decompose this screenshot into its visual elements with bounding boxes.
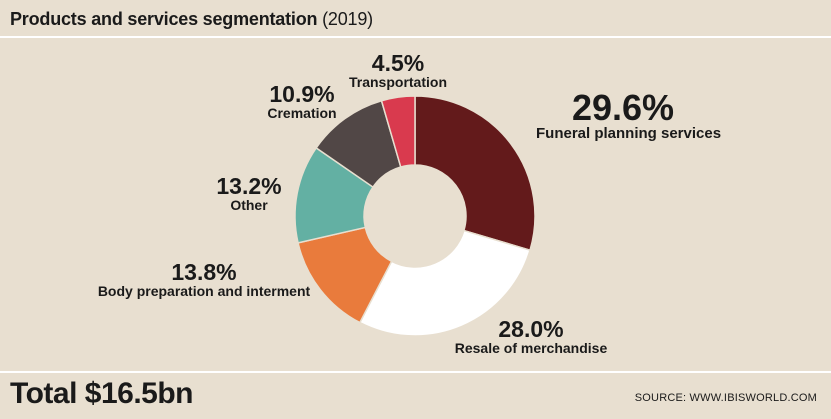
chart-title: Products and services segmentation (2019…	[10, 9, 373, 30]
pct-cremation: 10.9%	[269, 81, 335, 107]
name-body-preparation-and-interment: Body preparation and interment	[97, 283, 311, 299]
total-value: Total $16.5bn	[10, 377, 194, 410]
name-funeral-planning-services: Funeral planning services	[536, 125, 722, 142]
pct-resale-of-merchandise: 28.0%	[498, 316, 564, 342]
pct-other: 13.2%	[216, 173, 282, 199]
pct-body-preparation-and-interment: 13.8%	[171, 259, 237, 285]
pct-transportation: 4.5%	[371, 50, 425, 76]
name-cremation: Cremation	[267, 105, 337, 121]
chart-title-text: Products and services segmentation	[10, 9, 318, 29]
pct-funeral-planning-services: 29.6%	[571, 87, 675, 128]
name-other: Other	[230, 197, 268, 213]
name-transportation: Transportation	[348, 74, 447, 90]
footer-divider	[0, 371, 831, 373]
label-cremation: 10.9% Cremation	[262, 83, 342, 121]
name-resale-of-merchandise: Resale of merchandise	[454, 340, 608, 356]
chart-title-year: (2019)	[322, 9, 373, 29]
source-credit: SOURCE: WWW.IBISWORLD.COM	[634, 392, 817, 404]
label-funeral-planning-services: 29.6% Funeral planning services	[536, 87, 722, 143]
label-transportation: 4.5% Transportation	[340, 52, 456, 90]
label-resale-of-merchandise: 28.0% Resale of merchandise	[452, 318, 610, 356]
header-divider	[0, 36, 831, 38]
label-body-preparation-and-interment: 13.8% Body preparation and interment	[93, 261, 315, 299]
label-other: 13.2% Other	[209, 175, 289, 213]
chart-header: Products and services segmentation (2019…	[0, 0, 831, 36]
donut-hole	[364, 165, 466, 267]
